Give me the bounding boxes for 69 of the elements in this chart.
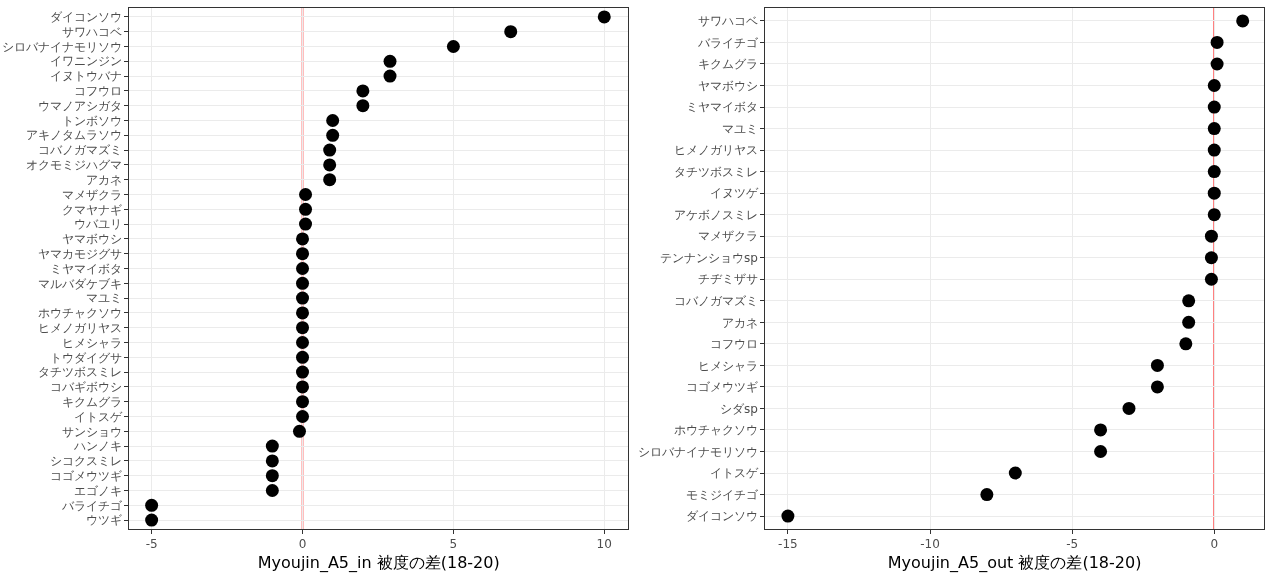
- x-tick-label: -10: [920, 537, 940, 552]
- x-tick-label: 10: [596, 537, 612, 552]
- y-tick-label: コゴメウツギ: [49, 468, 122, 483]
- x-tick-label: -5: [145, 537, 158, 552]
- y-tick-label: トウダイグサ: [49, 350, 122, 365]
- y-tick-label: シロバナイナモリソウ: [637, 444, 758, 459]
- y-tick-label: トンボソウ: [61, 113, 122, 128]
- y-tick-label: ダイコンソウ: [49, 10, 122, 25]
- y-tick-label: サワハコベ: [61, 24, 122, 39]
- x-tick-label: -5: [1066, 537, 1079, 552]
- y-tick-label: サンショウ: [61, 424, 122, 439]
- y-tick-label: チヂミザサ: [697, 272, 758, 287]
- x-tick-label: 5: [449, 537, 458, 552]
- y-tick-label: ホウチャクソウ: [37, 306, 122, 321]
- y-tick-label: アカネ: [85, 172, 122, 187]
- y-tick-label: ヤマボウシ: [697, 78, 758, 93]
- y-tick-label: ヒメシャラ: [61, 335, 122, 350]
- x-tick-label: 0: [298, 537, 307, 552]
- y-tick-label: ミヤマイボタ: [685, 100, 758, 115]
- y-tick-label: ウマノアシガタ: [37, 98, 122, 113]
- y-tick-label: エゴノキ: [73, 483, 122, 498]
- y-tick-label: オクモミジハグマ: [25, 158, 122, 173]
- y-tick-label: イトスゲ: [709, 466, 759, 481]
- x-tick-label: -15: [778, 537, 798, 552]
- y-tick-label: アケボノスミレ: [673, 207, 758, 222]
- x-axis-title: Myoujin_A5_in 被度の差(18-20): [257, 553, 500, 574]
- y-tick-label: シロバナイナモリソウ: [1, 39, 122, 54]
- y-tick-label: タチツボスミレ: [673, 164, 758, 179]
- y-tick-label: テンナンショウsp: [659, 250, 758, 265]
- y-tick-label: キクムグラ: [697, 57, 758, 72]
- y-tick-label: マユミ: [721, 121, 758, 136]
- y-tick-label: ダイコンソウ: [685, 509, 758, 524]
- y-tick-label: ヤマボウシ: [61, 232, 122, 247]
- y-tick-label: シコクスミレ: [49, 454, 122, 469]
- y-tick-label: イワニンジン: [49, 54, 122, 69]
- y-tick-label: ミヤマイボタ: [49, 261, 122, 276]
- y-tick-label: バライチゴ: [60, 498, 123, 513]
- y-tick-label: ヒメシャラ: [697, 358, 758, 373]
- y-tick-label: コバギボウシ: [49, 380, 122, 395]
- y-tick-label: コバノガマズミ: [37, 143, 122, 158]
- y-tick-label: シダsp: [719, 401, 758, 416]
- y-tick-label: ウバユリ: [73, 217, 122, 232]
- y-tick-label: ヒメノガリヤス: [37, 320, 122, 335]
- y-tick-label: マユミ: [85, 291, 122, 306]
- x-tick-label: 0: [1210, 537, 1219, 552]
- y-tick-label: サワハコベ: [697, 14, 758, 29]
- y-tick-label: キクムグラ: [61, 394, 122, 409]
- y-tick-label: マメザクラ: [697, 229, 758, 244]
- y-tick-label: ハンノキ: [72, 439, 122, 454]
- y-tick-label: コゴメウツギ: [685, 380, 758, 395]
- y-tick-label: コフウロ: [709, 337, 758, 352]
- y-tick-label: イヌツゲ: [709, 186, 759, 201]
- y-tick-label: ヒメノガリヤス: [673, 143, 758, 158]
- y-tick-label: マルバダケブキ: [37, 276, 122, 291]
- y-tick-label: クマヤナギ: [61, 202, 122, 217]
- y-tick-label: イヌトウバナ: [49, 69, 122, 84]
- y-tick-label: アキノタムラソウ: [25, 128, 122, 143]
- y-tick-label: マメザクラ: [61, 187, 122, 202]
- y-tick-label: コバノガマズミ: [673, 293, 758, 308]
- y-tick-label: ウツギ: [85, 513, 122, 528]
- y-tick-label: バライチゴ: [696, 35, 759, 50]
- y-tick-label: アカネ: [721, 315, 758, 330]
- y-tick-label: ホウチャクソウ: [673, 423, 758, 438]
- y-tick-label: ヤマカモジグサ: [37, 246, 122, 261]
- y-tick-label: モミジイチゴ: [685, 487, 759, 502]
- y-tick-label: コフウロ: [73, 84, 122, 99]
- y-tick-label: タチツボスミレ: [37, 365, 122, 380]
- x-axis-title: Myoujin_A5_out 被度の差(18-20): [887, 553, 1142, 574]
- y-tick-label: イトスゲ: [73, 409, 123, 424]
